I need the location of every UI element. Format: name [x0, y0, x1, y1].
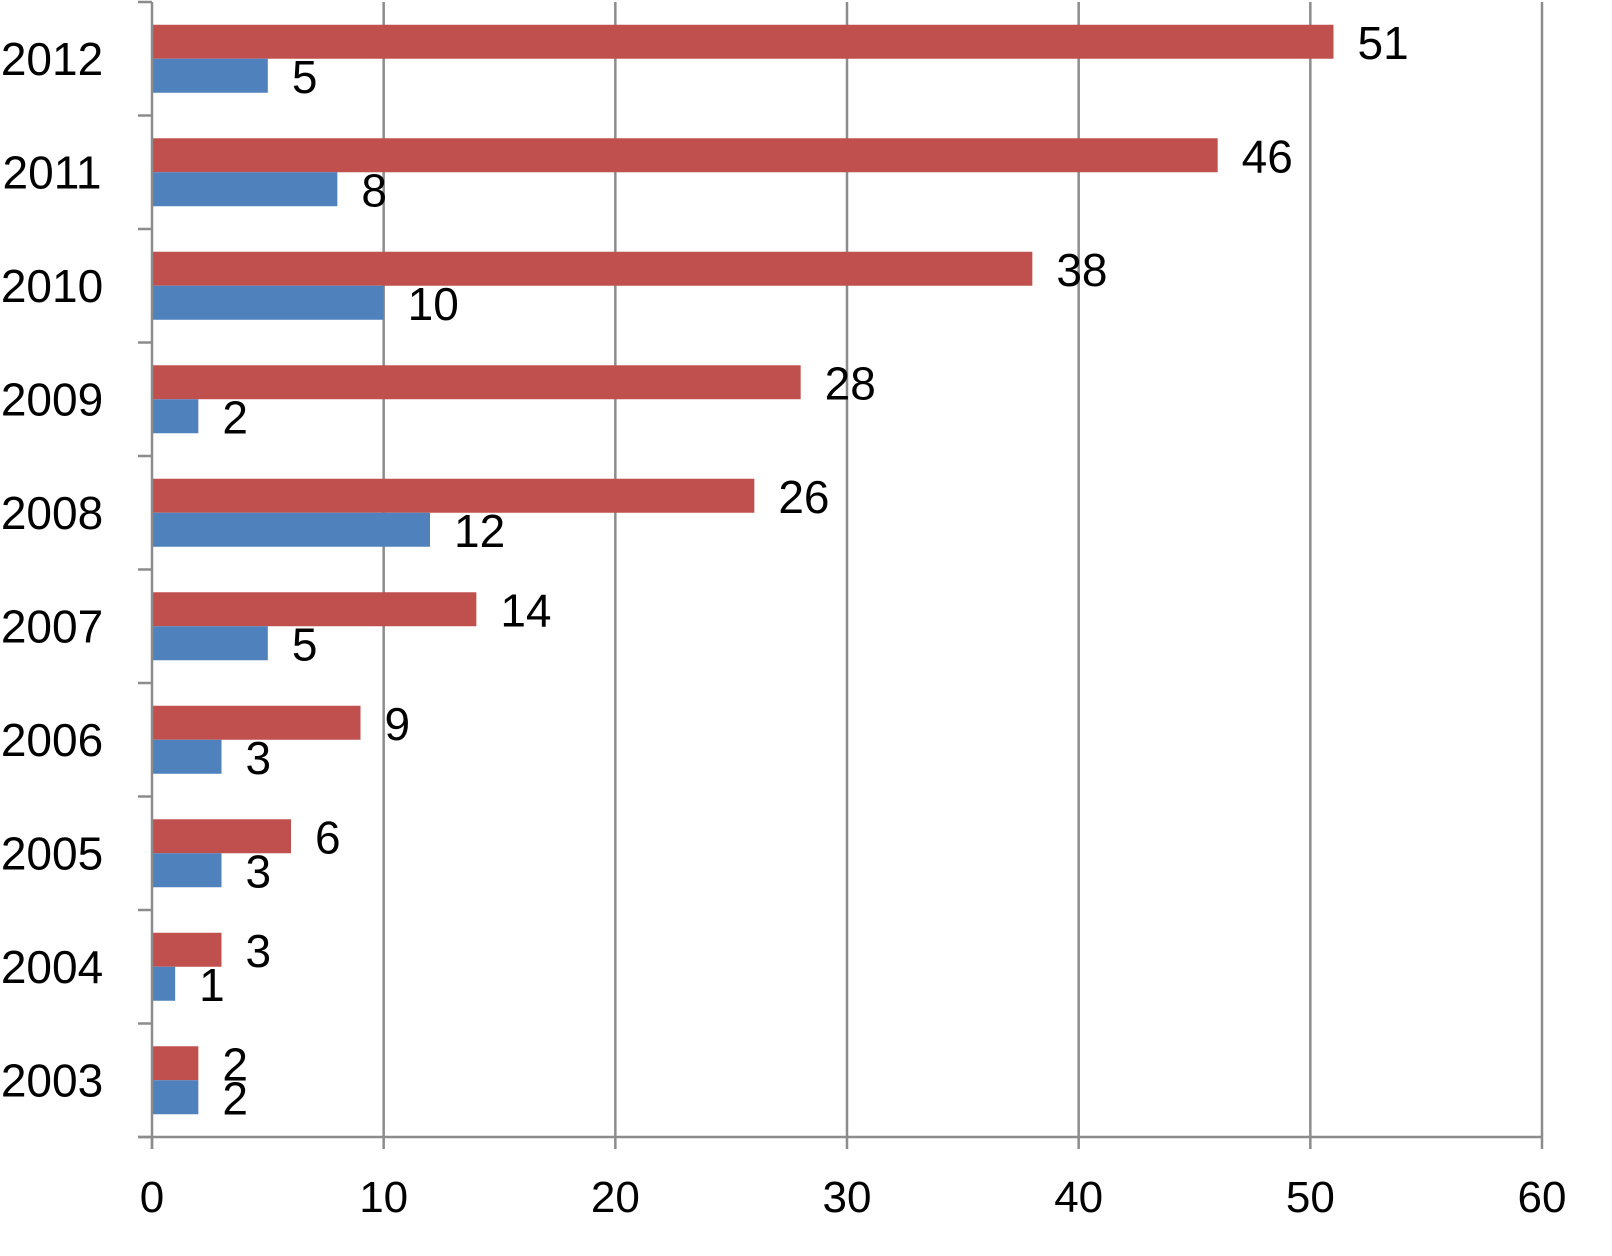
bar-2007-series-1 — [152, 592, 477, 627]
bar-2009-series-2 — [152, 399, 199, 434]
bar-2008-series-2 — [152, 512, 430, 547]
bar-2012-series-1 — [152, 24, 1334, 59]
y-tick-label-2004: 2004 — [1, 941, 103, 993]
data-label-2011-series-1: 46 — [1242, 130, 1293, 182]
data-label-2010-series-1: 38 — [1056, 244, 1107, 296]
y-tick-label-2003: 2003 — [1, 1054, 103, 1106]
data-label-2005-series-1: 6 — [315, 811, 341, 863]
bar-2007-series-2 — [152, 626, 268, 661]
x-tick-label-0: 0 — [140, 1173, 164, 1222]
x-tick-label-10: 10 — [359, 1173, 408, 1222]
data-label-2012-series-2: 5 — [292, 51, 318, 103]
data-label-2004-series-1: 3 — [246, 925, 272, 977]
data-label-2007-series-1: 14 — [500, 584, 551, 636]
bar-2012-series-2 — [152, 58, 268, 93]
data-label-2003-series-2: 2 — [222, 1072, 248, 1124]
data-label-2008-series-1: 26 — [778, 471, 829, 523]
bar-2011-series-2 — [152, 172, 338, 207]
bar-2003-series-1 — [152, 1046, 199, 1081]
y-tick-label-2005: 2005 — [1, 827, 103, 879]
grid-lines — [382, 2, 1544, 1137]
data-label-2004-series-2: 1 — [199, 959, 225, 1011]
x-tick-label-40: 40 — [1054, 1173, 1103, 1222]
x-tick-label-30: 30 — [823, 1173, 872, 1222]
data-label-2005-series-2: 3 — [246, 845, 272, 897]
bar-2008-series-1 — [152, 478, 755, 513]
y-tick-label-2011: 2011 — [3, 146, 102, 198]
x-tick-label-50: 50 — [1286, 1173, 1335, 1222]
data-label-2003-series-1: 2 — [222, 1038, 248, 1090]
y-tick-label-2009: 2009 — [1, 373, 103, 425]
data-label-2006-series-1: 9 — [385, 698, 411, 750]
data-label-2006-series-2: 3 — [246, 732, 272, 784]
bar-2006-series-2 — [152, 739, 222, 774]
bar-2005-series-1 — [152, 819, 291, 854]
y-tick-label-2006: 2006 — [1, 714, 103, 766]
data-label-2008-series-2: 12 — [454, 505, 505, 557]
data-label-2009-series-1: 28 — [825, 357, 876, 409]
data-label-2011-series-2: 8 — [361, 164, 387, 216]
bar-2009-series-1 — [152, 365, 801, 400]
y-tick-label-2012: 2012 — [1, 33, 103, 85]
x-tick-label-60: 60 — [1518, 1173, 1567, 1222]
y-tick-label-2010: 2010 — [1, 260, 103, 312]
y-tick-label-2008: 2008 — [1, 487, 103, 539]
data-label-2007-series-2: 5 — [292, 618, 318, 670]
bar-2006-series-1 — [152, 705, 361, 740]
bar-2005-series-2 — [152, 853, 222, 888]
x-tick-label-20: 20 — [591, 1173, 640, 1222]
bar-2010-series-1 — [152, 251, 1033, 286]
bar-2003-series-2 — [152, 1080, 199, 1115]
axes — [138, 0, 1544, 1149]
data-label-2009-series-2: 2 — [222, 391, 248, 443]
bar-2011-series-1 — [152, 138, 1218, 173]
bar-2004-series-1 — [152, 932, 222, 967]
data-label-2010-series-2: 10 — [408, 278, 459, 330]
bar-2004-series-2 — [152, 966, 176, 1001]
data-label-2012-series-1: 51 — [1358, 17, 1409, 69]
y-tick-label-2007: 2007 — [1, 600, 103, 652]
bar-2010-series-2 — [152, 285, 384, 320]
bars — [152, 24, 1334, 1115]
